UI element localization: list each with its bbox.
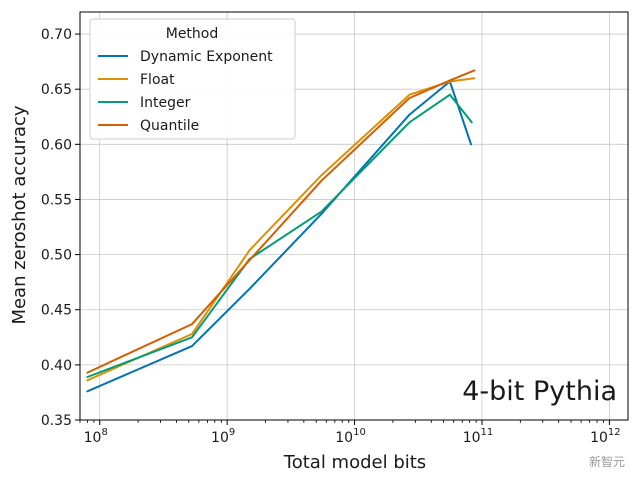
y-tick-label: 0.65: [41, 82, 72, 98]
y-axis-label: Mean zeroshot accuracy: [9, 105, 30, 324]
legend-box: [89, 18, 296, 140]
legend-entry-label: Float: [140, 72, 175, 88]
y-tick-label: 0.55: [41, 192, 72, 208]
legend-entry-label: Dynamic Exponent: [140, 49, 273, 65]
legend-entry-label: Integer: [140, 95, 191, 111]
x-tick-label-base: 10: [211, 430, 229, 446]
x-tick-label: 1010: [335, 427, 366, 446]
y-tick-label: 0.70: [41, 27, 72, 43]
legend-title: Method: [166, 26, 219, 42]
x-axis-label: Total model bits: [283, 452, 426, 473]
y-tick-label: 0.35: [41, 413, 72, 429]
x-tick-label: 108: [84, 427, 108, 446]
x-tick-label-exponent: 10: [353, 427, 366, 438]
series-line-float: [86, 77, 476, 382]
watermark-text: 新智元: [589, 454, 625, 469]
x-tick-label: 1012: [590, 427, 621, 446]
series-line-integer: [86, 93, 473, 378]
y-tick-label: 0.60: [41, 137, 72, 153]
y-tick-label: 0.50: [41, 248, 72, 264]
plot-frame: [79, 11, 629, 421]
legend: Method Dynamic Exponent Float Integer Quant…: [89, 18, 296, 140]
y-tick-label: 0.40: [41, 358, 72, 374]
x-tick-label-base: 10: [590, 430, 608, 446]
x-tick-label-base: 10: [335, 430, 353, 446]
x-tick-label-exponent: 12: [608, 427, 621, 438]
x-tick-label: 1011: [463, 427, 494, 446]
chart-annotation: 4-bit Pythia: [462, 376, 617, 407]
x-tick-label-exponent: 8: [101, 427, 107, 438]
x-tick-label-exponent: 11: [481, 427, 494, 438]
x-axis: 108 109 1010 1011 1012: [79, 420, 621, 446]
x-tick-label-base: 10: [463, 430, 481, 446]
y-tick-label: 0.45: [41, 303, 72, 319]
series-lines: [86, 69, 476, 393]
y-axis: 0.35 0.40 0.45 0.50 0.55 0.60 0.65 0.70: [41, 27, 80, 429]
x-tick-label-base: 10: [84, 430, 102, 446]
x-tick-label-exponent: 9: [229, 427, 235, 438]
legend-entry-label: Quantile: [140, 118, 199, 134]
x-tick-label: 109: [211, 427, 235, 446]
series-line-quantile: [86, 69, 476, 374]
